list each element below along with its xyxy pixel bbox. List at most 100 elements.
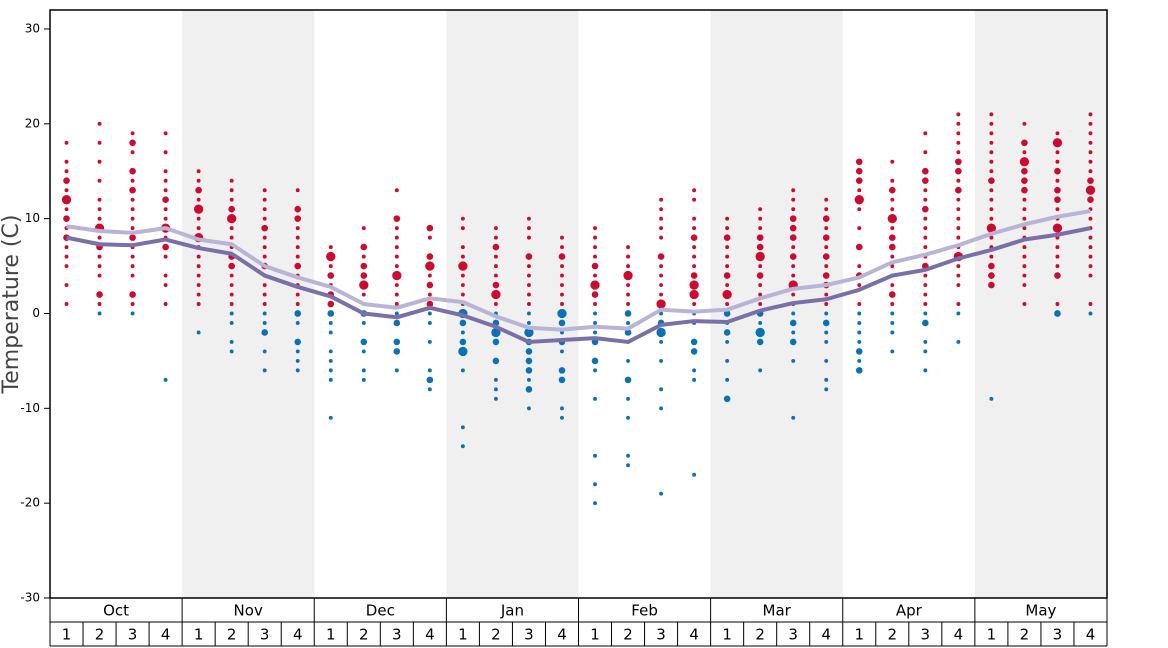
y-tick-label: -10 (20, 401, 40, 415)
dot (890, 302, 895, 306)
dot (690, 272, 698, 279)
dot (626, 453, 630, 458)
dot (756, 338, 764, 346)
dot (824, 292, 829, 297)
dot (692, 197, 697, 202)
dot (360, 243, 368, 251)
dot (923, 349, 928, 354)
dot (261, 224, 269, 232)
dot (593, 368, 597, 373)
dot (1087, 196, 1094, 203)
dot (527, 273, 531, 278)
dot (857, 283, 862, 287)
dot (262, 216, 267, 221)
dot (1088, 245, 1093, 250)
dot (227, 213, 237, 224)
dot (130, 226, 135, 231)
dot (1055, 264, 1060, 269)
dot (955, 158, 962, 166)
dot (361, 292, 366, 297)
dot (824, 339, 829, 344)
dot (1085, 185, 1096, 195)
dot (527, 321, 531, 325)
dot (989, 396, 994, 401)
dot (824, 377, 829, 382)
dot (659, 292, 664, 297)
dot (130, 311, 135, 316)
month-label: Apr (896, 602, 923, 620)
dot (1022, 197, 1027, 202)
dot (855, 367, 863, 374)
dot (692, 368, 697, 373)
dot (956, 150, 961, 155)
dot (923, 131, 928, 136)
dot (690, 234, 698, 241)
dot (692, 216, 697, 221)
dot (459, 319, 467, 327)
dot (791, 311, 796, 316)
dot (394, 235, 399, 240)
dot (855, 243, 863, 251)
dot (593, 235, 597, 240)
dot (295, 292, 300, 297)
dot (64, 264, 69, 269)
dot (360, 338, 368, 346)
dot (527, 235, 531, 240)
dot (956, 178, 961, 183)
dot (196, 273, 201, 278)
dot (229, 197, 234, 202)
dot (989, 159, 994, 164)
x-tick-label: 3 (788, 626, 798, 644)
dot (1087, 177, 1094, 185)
dot (989, 112, 994, 117)
dot (690, 338, 698, 346)
dot (97, 159, 102, 164)
dot (427, 368, 432, 373)
dot (923, 368, 928, 373)
dot (394, 311, 399, 316)
x-tick-label: 2 (95, 626, 105, 644)
dot (129, 186, 136, 194)
month-band (974, 10, 1107, 598)
dot (626, 292, 630, 297)
dot (1022, 226, 1027, 231)
dot (890, 264, 895, 269)
dot (791, 188, 796, 193)
dot (626, 321, 630, 325)
dot (527, 311, 531, 316)
dot (723, 310, 731, 317)
dot (97, 121, 102, 126)
dot (989, 121, 994, 126)
dot (725, 226, 730, 231)
dot (294, 262, 302, 270)
dot (394, 283, 399, 287)
dot (989, 131, 994, 136)
dot (857, 321, 862, 325)
dot (659, 339, 664, 344)
dot (956, 121, 961, 126)
dot (593, 311, 597, 316)
dot (789, 253, 797, 260)
dot (426, 376, 434, 384)
dot (97, 302, 102, 306)
dot (426, 224, 434, 232)
dot (493, 273, 498, 278)
y-tick-label: 20 (25, 116, 40, 130)
dot (725, 254, 730, 259)
month-band (182, 10, 315, 598)
dot (460, 292, 465, 297)
dot (659, 406, 664, 411)
y-tick-label: 0 (32, 306, 40, 320)
dot (527, 302, 531, 306)
dot (855, 158, 863, 166)
dot (527, 292, 531, 297)
month-label: Dec (366, 602, 395, 620)
dot (659, 283, 664, 287)
dot (725, 358, 730, 363)
month-label: Oct (103, 602, 129, 620)
dot (789, 234, 797, 241)
dot (956, 264, 961, 269)
dot (163, 188, 168, 193)
dot (558, 376, 566, 384)
dot (956, 112, 961, 117)
